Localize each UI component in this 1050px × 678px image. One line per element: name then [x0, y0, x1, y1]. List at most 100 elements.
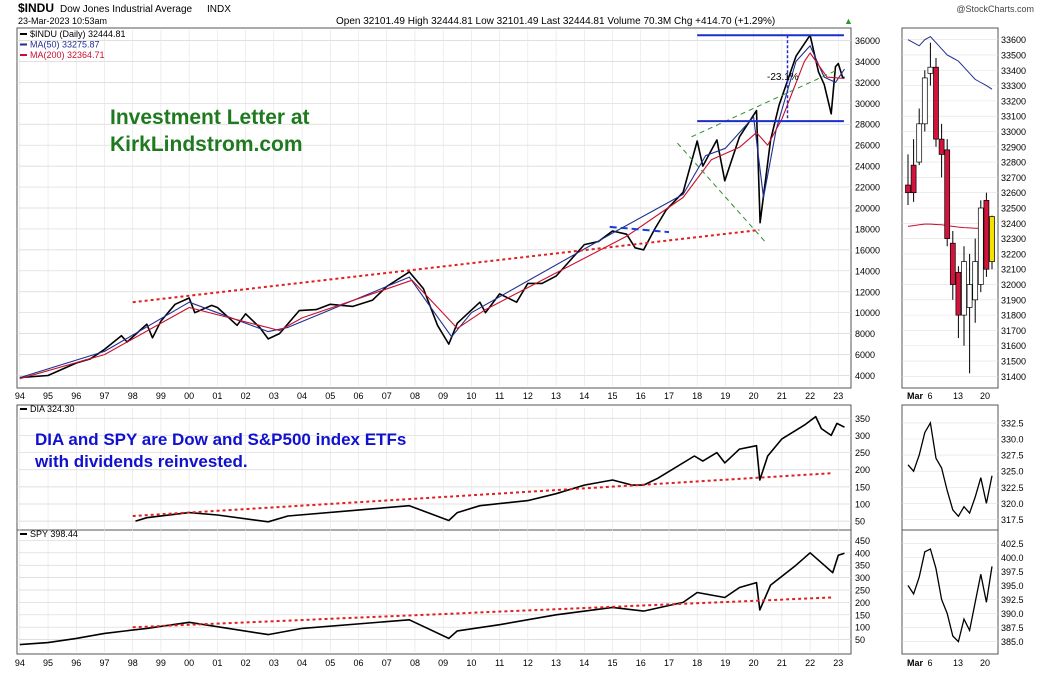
main-y-tick: 20000: [855, 204, 880, 214]
bottom-x-tick: 17: [664, 658, 674, 668]
candle-body: [905, 184, 911, 194]
bottom-x-tick: 99: [156, 658, 166, 668]
main-x-tick: 23: [833, 391, 843, 401]
index-name: Dow Jones Industrial Average: [60, 4, 193, 15]
bottom-x-tick: 13: [551, 658, 561, 668]
main-legend-label: MA(200) 32364.71: [30, 50, 105, 60]
main-legend-label: MA(50) 33275.87: [30, 40, 100, 50]
recent-SPY-y-tick: 402.5: [1001, 539, 1024, 549]
candle-body: [916, 123, 923, 163]
grid-layer: [17, 30, 998, 652]
recent-SPY-y-tick: 397.5: [1001, 567, 1024, 577]
main-y-tick: 26000: [855, 141, 880, 151]
recent-x-tick: 20: [980, 391, 990, 401]
bottom-x-tick: 06: [353, 658, 363, 668]
main-y-tick: 32000: [855, 78, 880, 88]
up-arrow-icon: ▲: [844, 16, 853, 26]
bottom-x-tick: 22: [805, 658, 815, 668]
main-x-tick: 16: [636, 391, 646, 401]
DIA-y-tick: 150: [855, 482, 870, 492]
recent-y-tick: 31700: [1001, 326, 1026, 336]
bottom-x-tick: 15: [608, 658, 618, 668]
recent-x-tick: 6: [927, 391, 932, 401]
recent-y-tick: 33400: [1001, 66, 1026, 76]
main-x-tick: 00: [184, 391, 194, 401]
symbol: $INDU: [18, 1, 54, 15]
bottom-x-tick: 95: [43, 658, 53, 668]
bottom-x-tick: 19: [720, 658, 730, 668]
bottom-x-tick: 14: [579, 658, 589, 668]
main-x-tick: 14: [579, 391, 589, 401]
bottom-x-tick: 05: [325, 658, 335, 668]
bottom-x-tick: 18: [692, 658, 702, 668]
bottom-x-tick: 07: [382, 658, 392, 668]
main-x-tick: 06: [353, 391, 363, 401]
main-x-tick: 15: [608, 391, 618, 401]
candle-body: [955, 271, 962, 316]
main-y-tick: 4000: [855, 371, 875, 381]
bottom-x-tick: 02: [241, 658, 251, 668]
datetime: 23-Mar-2023 10:53am: [18, 16, 107, 26]
main-x-tick: 02: [241, 391, 251, 401]
recent-bottom-x-tick: 6: [927, 658, 932, 668]
main-x-tick: 94: [15, 391, 25, 401]
candle-body: [977, 207, 984, 285]
main-x-tick: 13: [551, 391, 561, 401]
bottom-x-tick: 23: [833, 658, 843, 668]
candle-body: [983, 199, 990, 270]
candle-body: [961, 261, 967, 316]
main-x-tick: 17: [664, 391, 674, 401]
recent-SPY-y-tick: 392.5: [1001, 595, 1024, 605]
SPY-y-tick: 450: [855, 536, 870, 546]
SPY-y-tick: 300: [855, 573, 870, 583]
recent-y-tick: 33500: [1001, 50, 1026, 60]
recent-SPY-y-tick: 390.0: [1001, 609, 1024, 619]
etf-line-1: DIA and SPY are Dow and S&P500 index ETF…: [35, 430, 406, 449]
recent-y-tick: 32200: [1001, 249, 1026, 259]
bottom-x-tick: 10: [466, 658, 476, 668]
candle-body: [938, 138, 945, 155]
bottom-x-tick: 00: [184, 658, 194, 668]
recent-y-tick: 32600: [1001, 188, 1026, 198]
recent-ma50-line: [907, 35, 993, 90]
bottom-x-tick: 94: [15, 658, 25, 668]
main-trendline-2: [677, 142, 766, 242]
main-x-tick: 99: [156, 391, 166, 401]
main-y-tick: 24000: [855, 162, 880, 172]
recent-y-tick: 32300: [1001, 234, 1026, 244]
SPY-y-tick: 100: [855, 623, 870, 633]
main-x-tick: 10: [466, 391, 476, 401]
recent-x-tick: 13: [953, 391, 963, 401]
recent-y-tick: 32100: [1001, 265, 1026, 275]
recent-DIA-y-tick: 317.5: [1001, 515, 1024, 525]
drawdown-label: -23.1%: [767, 72, 799, 83]
main-y-tick: 14000: [855, 266, 880, 276]
bottom-x-tick: 09: [438, 658, 448, 668]
recent-bottom-x-tick: 13: [953, 658, 963, 668]
series-layer: [19, 34, 993, 646]
main-legend-label: $INDU (Daily) 32444.81: [30, 29, 126, 39]
main-trendline-3: [691, 70, 836, 138]
DIA-y-tick: 250: [855, 448, 870, 458]
main-y-tick: 34000: [855, 57, 880, 67]
main-x-tick: 18: [692, 391, 702, 401]
copyright: @StockCharts.com: [956, 4, 1034, 14]
DIA-series-dia: [135, 415, 845, 523]
recent-y-tick: 31800: [1001, 311, 1026, 321]
bottom-x-tick: 98: [128, 658, 138, 668]
recent-y-tick: 32700: [1001, 173, 1026, 183]
SPY-legend-label: SPY 398.44: [30, 529, 78, 539]
letter-line-2: KirkLindstrom.com: [110, 133, 303, 156]
recent-dia-frame: [901, 404, 999, 531]
SPY-y-tick: 400: [855, 548, 870, 558]
recent-SPY-y-tick: 395.0: [1001, 581, 1024, 591]
letter-line-1: Investment Letter at: [110, 106, 310, 129]
bottom-x-tick: 12: [523, 658, 533, 668]
main-y-tick: 36000: [855, 36, 880, 46]
main-x-tick: 03: [269, 391, 279, 401]
DIA-y-tick: 100: [855, 500, 870, 510]
main-y-tick: 12000: [855, 287, 880, 297]
main-y-tick: 16000: [855, 245, 880, 255]
